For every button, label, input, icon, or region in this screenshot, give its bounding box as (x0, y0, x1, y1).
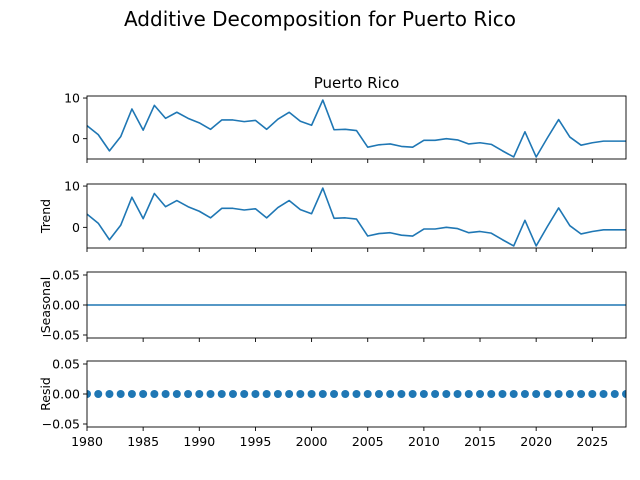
panel-trend: 0 10 Trend (38, 179, 627, 252)
panel-title: Puerto Rico (314, 74, 400, 92)
xtick-label: 2000 (296, 434, 328, 449)
xtick-label: 1995 (240, 434, 272, 449)
resid-ytick-label: 0.00 (52, 387, 80, 402)
seasonal-ylabel: Seasonal (38, 277, 53, 334)
resid-ytick-label: 0.05 (52, 357, 80, 372)
observed-ytick-label: 10 (64, 91, 80, 106)
resid-point (476, 390, 485, 398)
seasonal-ytick-label: 0.00 (52, 298, 80, 313)
resid-point (262, 390, 271, 398)
resid-point (397, 390, 406, 398)
xtick-label: 2020 (520, 434, 552, 449)
resid-point (195, 390, 204, 398)
xtick-label: 1985 (127, 434, 159, 449)
resid-point (442, 390, 451, 398)
xtick-label: 2015 (464, 434, 496, 449)
resid-point (386, 390, 395, 398)
resid-point (318, 390, 327, 398)
resid-point (206, 390, 215, 398)
resid-point (622, 390, 626, 398)
xtick-label: 2005 (352, 434, 384, 449)
resid-point (577, 390, 586, 398)
resid-point (352, 390, 361, 398)
resid-point (296, 390, 305, 398)
resid-point (341, 390, 350, 398)
resid-ytick-label: −0.05 (42, 417, 80, 432)
resid-point (520, 390, 529, 398)
resid-point (599, 390, 608, 398)
trend-ylabel: Trend (38, 199, 53, 234)
trend-ytick-label: 10 (64, 179, 80, 194)
trend-data (87, 187, 626, 247)
observed-line (87, 99, 626, 158)
resid-point (105, 390, 114, 398)
resid-point (565, 390, 574, 398)
resid-point (116, 390, 125, 398)
resid-point (273, 390, 282, 398)
seasonal-ytick-label: 0.05 (52, 268, 80, 283)
figure-suptitle: Additive Decomposition for Puerto Rico (124, 7, 516, 31)
resid-point (139, 390, 148, 398)
panel-resid: −0.05 0.00 0.05 1980 1985 1990 1995 2000 2005 201… (38, 357, 627, 449)
resid-point (374, 390, 383, 398)
resid-point (588, 390, 597, 398)
resid-ylabel: Resid (38, 377, 53, 411)
resid-point (487, 390, 496, 398)
xtick-label: 2010 (408, 434, 440, 449)
seasonal-ytick-label: −0.05 (42, 328, 80, 343)
resid-point (161, 390, 170, 398)
xtick-label: 2025 (576, 434, 608, 449)
resid-point (431, 390, 440, 398)
resid-point (408, 390, 417, 398)
resid-point (251, 390, 260, 398)
resid-data (87, 390, 626, 398)
resid-point (532, 390, 541, 398)
resid-point (453, 390, 462, 398)
trend-ytick-label: 0 (72, 220, 80, 235)
observed-data (87, 99, 626, 158)
xtick-label: 1990 (183, 434, 215, 449)
resid-point (217, 390, 226, 398)
resid-point (419, 390, 428, 398)
resid-point (509, 390, 518, 398)
resid-point (285, 390, 294, 398)
resid-point (184, 390, 193, 398)
xtick-label: 1980 (71, 434, 103, 449)
resid-point (240, 390, 249, 398)
resid-point (228, 390, 237, 398)
resid-point (363, 390, 372, 398)
resid-point (610, 390, 619, 398)
resid-point (87, 390, 91, 398)
resid-point (330, 390, 339, 398)
observed-axes-frame (86, 95, 627, 160)
resid-point (498, 390, 507, 398)
resid-point (172, 390, 181, 398)
resid-point (94, 390, 103, 398)
resid-point (127, 390, 136, 398)
resid-point (464, 390, 473, 398)
panel-observed: 0 10 Puerto Rico (64, 74, 627, 163)
trend-line (87, 187, 626, 247)
resid-point (307, 390, 316, 398)
trend-axes-frame (86, 183, 627, 249)
resid-point (543, 390, 552, 398)
observed-ytick-label: 0 (72, 131, 80, 146)
resid-point (554, 390, 563, 398)
resid-point (150, 390, 159, 398)
